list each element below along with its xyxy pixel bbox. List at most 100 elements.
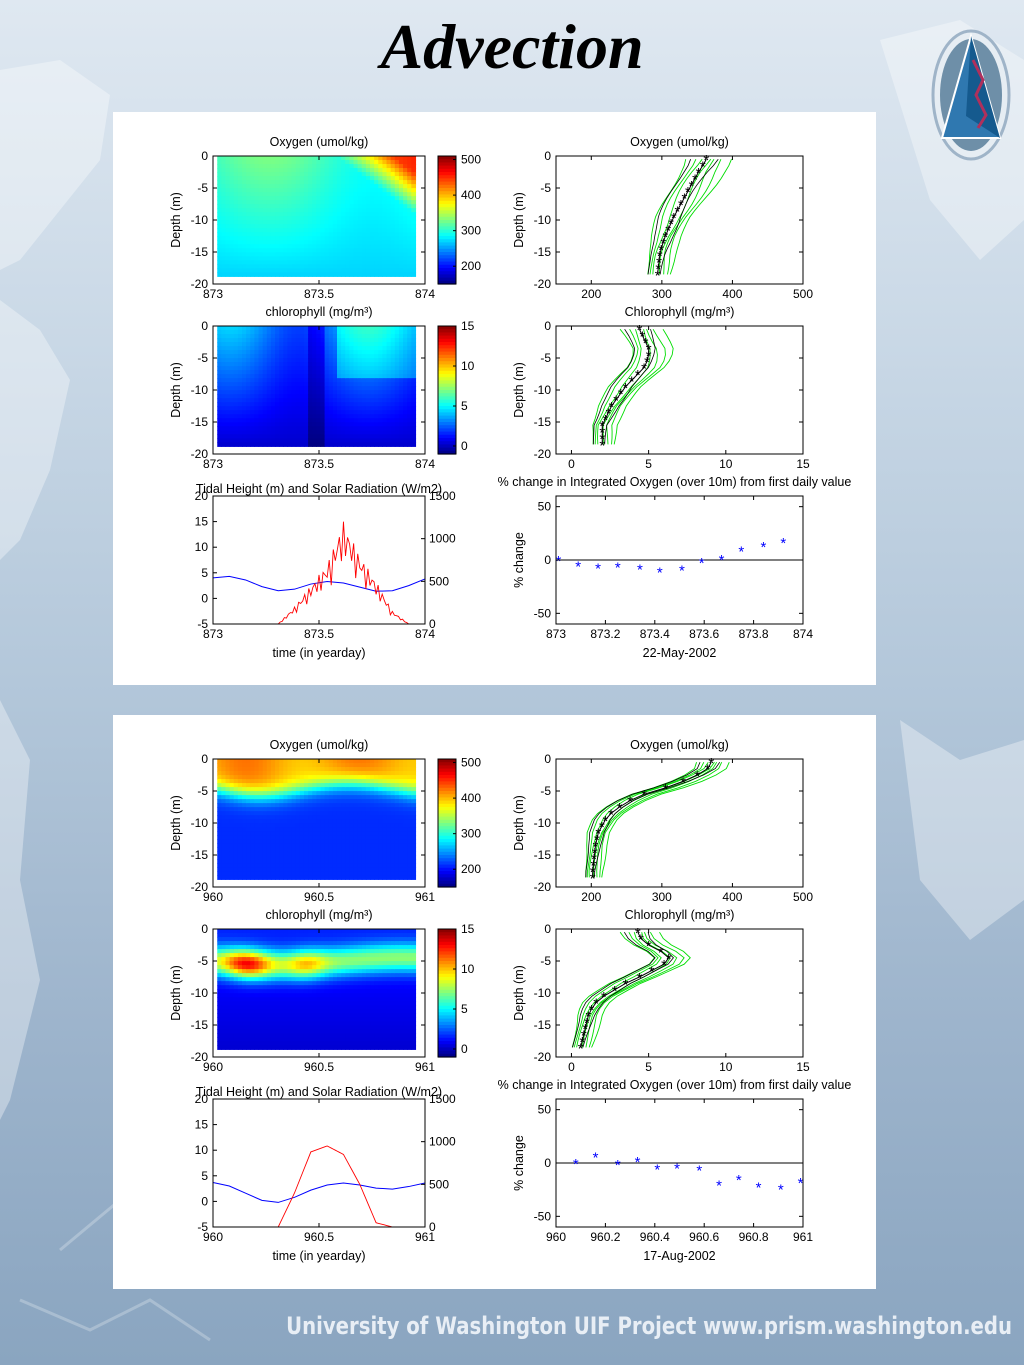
heatmap-cell [407,771,412,776]
heatmap-cell [263,863,268,868]
heatmap-cell [304,422,309,427]
heatmap-cell [374,260,379,265]
heatmap-cell [316,208,321,213]
heatmap-cell [399,803,404,808]
heatmap-cell [378,156,383,161]
heatmap-cell [287,342,292,347]
heatmap-cell [230,216,235,221]
heatmap-cell [320,204,325,209]
heatmap-cell [312,867,317,872]
heatmap-cell [275,200,280,205]
heatmap-cell [333,342,338,347]
heatmap-cell [320,418,325,423]
heatmap-cell [387,224,392,229]
heatmap-cell [242,358,247,363]
heatmap-cell [349,268,354,273]
heatmap-cell [242,180,247,185]
heatmap-cell [230,1013,235,1018]
heatmap-cell [217,260,222,265]
heatmap-cell [254,871,259,876]
heatmap-cell [271,188,276,193]
heatmap-cell [242,1005,247,1010]
heatmap-cell [354,811,359,816]
heatmap-cell [296,414,301,419]
heatmap-cell [362,370,367,375]
heatmap-cells [217,326,416,447]
heatmap-cell [287,272,292,277]
heatmap-cell [341,204,346,209]
heatmap-cell [225,200,230,205]
heatmap-cell [329,172,334,177]
heatmap-cell [242,851,247,856]
heatmap-cell [217,875,222,880]
heatmap-cell [333,855,338,860]
heatmap-cell [238,374,243,379]
heatmap-cell [337,184,342,189]
heatmap-cell [411,228,416,233]
heatmap-cell [308,763,313,768]
heatmap-cell [411,827,416,832]
heatmap-cell [250,382,255,387]
heatmap-cell [333,422,338,427]
heatmap-cell [358,236,363,241]
heatmap-cell [333,216,338,221]
heatmap-cell [341,252,346,257]
heatmap-cell [329,224,334,229]
heatmap-cell [296,220,301,225]
heatmap-cell [238,815,243,820]
heatmap-cell [250,168,255,173]
heatmap-cell [225,180,230,185]
heatmap-cell [399,256,404,261]
heatmap-cell [337,414,342,419]
heatmap-cell [370,334,375,339]
heatmap-cell [296,350,301,355]
heatmap-cell [387,268,392,273]
x-tick-label: 300 [652,287,672,301]
heatmap-cell [362,240,367,245]
heatmap-cell [267,200,272,205]
heatmap-cell [287,815,292,820]
heatmap-cell [304,843,309,848]
heatmap-cell [254,835,259,840]
heatmap-cell [333,378,338,383]
heatmap-cell [250,390,255,395]
heatmap-cell [296,418,301,423]
heatmap-cell [382,783,387,788]
heatmap-cell [325,188,330,193]
heatmap-cell [279,156,284,161]
heatmap-cell [304,168,309,173]
heatmap-cell [238,1013,243,1018]
heatmap-cell [329,382,334,387]
heatmap-cell [341,228,346,233]
heatmap-cell [287,386,292,391]
heatmap-cell [316,815,321,820]
heatmap-cell [221,815,226,820]
heatmap-cell [246,763,251,768]
heatmap-cell [271,859,276,864]
heatmap-cell [374,188,379,193]
heatmap-cell [391,362,396,367]
heatmap-cell [382,358,387,363]
heatmap-cell [395,330,400,335]
heatmap-cell [316,374,321,379]
heatmap-cell [325,442,330,447]
heatmap-cell [300,232,305,237]
heatmap-cell [304,867,309,872]
heatmap-cell [300,871,305,876]
heatmap-cell [345,835,350,840]
heatmap-cell [403,839,408,844]
heatmap-cell [382,188,387,193]
heatmap-cell [378,835,383,840]
heatmap-cell [382,775,387,780]
heatmap-cell [345,442,350,447]
heatmap-cell [345,232,350,237]
heatmap-cell [292,350,297,355]
heatmap-cell [407,362,412,367]
heatmap-cell [325,172,330,177]
heatmap-cell [382,228,387,233]
heatmap-cell [225,188,230,193]
heatmap-cell [320,819,325,824]
heatmap-cell [399,414,404,419]
heatmap-cell [387,378,392,383]
heatmap-cell [242,406,247,411]
